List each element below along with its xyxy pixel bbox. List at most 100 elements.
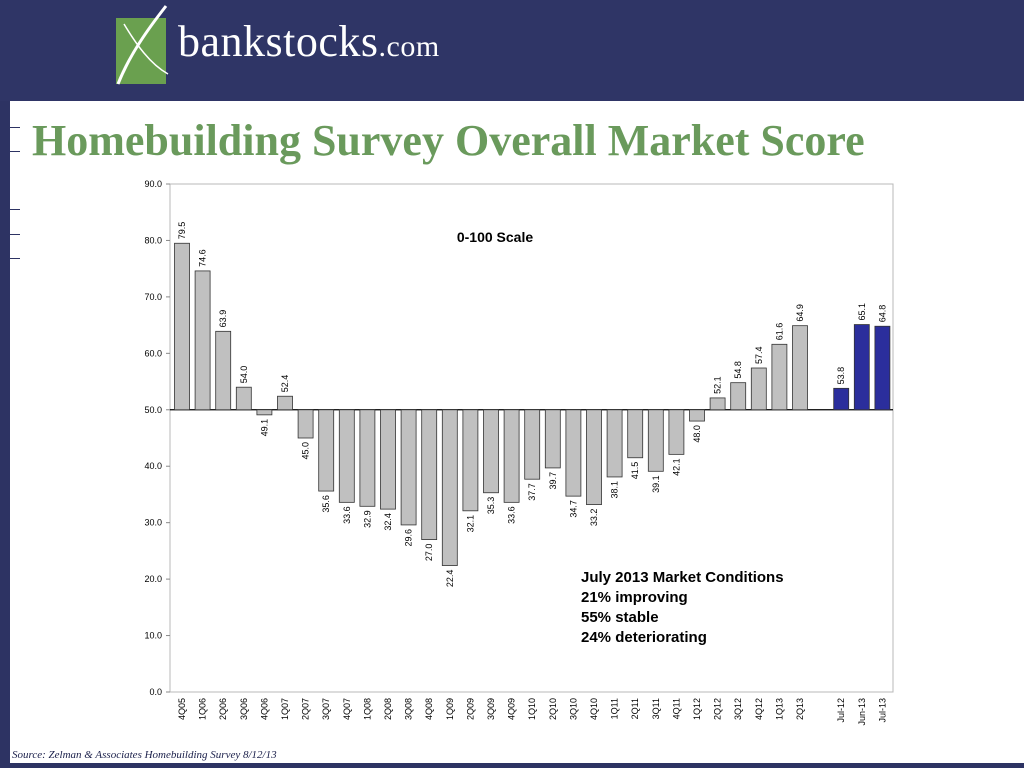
x-tick-label: 4Q08 bbox=[424, 698, 434, 720]
bar-value-label: 32.9 bbox=[362, 510, 372, 528]
bar bbox=[235, 386, 252, 411]
x-tick-label: 1Q13 bbox=[774, 698, 784, 720]
bar bbox=[338, 409, 355, 503]
bar-value-label: 22.4 bbox=[445, 570, 455, 588]
bar-value-label: 37.7 bbox=[527, 483, 537, 501]
page-title: Homebuilding Survey Overall Market Score bbox=[32, 116, 865, 165]
x-tick-label: 2Q12 bbox=[713, 698, 723, 720]
source-note: Source: Zelman & Associates Homebuilding… bbox=[12, 749, 277, 761]
x-tick-label: 4Q12 bbox=[754, 698, 764, 720]
y-tick-label: 90.0 bbox=[144, 179, 162, 189]
bar bbox=[627, 409, 644, 459]
bar bbox=[606, 409, 623, 478]
x-tick-label: 3Q11 bbox=[651, 698, 661, 719]
x-tick-label: 2Q09 bbox=[465, 698, 475, 720]
bar-value-label: 34.7 bbox=[568, 500, 578, 518]
bar-value-label: 35.3 bbox=[486, 497, 496, 515]
bar-value-label: 63.9 bbox=[218, 310, 228, 328]
y-tick-label: 60.0 bbox=[144, 348, 162, 358]
bar-value-label: 33.6 bbox=[342, 506, 352, 524]
bar bbox=[668, 409, 685, 455]
annotation-heading: July 2013 Market Conditions bbox=[581, 569, 784, 586]
bar bbox=[194, 270, 211, 411]
bar bbox=[730, 382, 747, 411]
y-tick-label: 50.0 bbox=[144, 405, 162, 415]
x-tick-label: 2Q13 bbox=[795, 698, 805, 720]
bar-value-label: 45.0 bbox=[301, 442, 311, 460]
bar-value-label: 74.6 bbox=[198, 249, 208, 267]
bar-value-label: 29.6 bbox=[404, 529, 414, 547]
x-tick-label: Jun-13 bbox=[857, 698, 867, 726]
bar bbox=[400, 409, 417, 526]
footer-bar bbox=[0, 763, 1024, 768]
bar-value-label: 61.6 bbox=[774, 323, 784, 341]
bar bbox=[853, 324, 870, 411]
bar-value-label: 64.8 bbox=[877, 305, 887, 323]
bar bbox=[421, 409, 438, 540]
bar-value-label: 32.4 bbox=[383, 513, 393, 531]
bar-value-label: 54.8 bbox=[733, 361, 743, 379]
x-tick-label: Jul-12 bbox=[836, 698, 846, 723]
bar bbox=[833, 387, 850, 411]
y-tick-label: 10.0 bbox=[144, 631, 162, 641]
bar-value-label: 42.1 bbox=[671, 458, 681, 476]
bar bbox=[792, 325, 808, 411]
x-tick-label: 2Q10 bbox=[548, 698, 558, 720]
x-tick-label: 3Q06 bbox=[239, 698, 249, 720]
bar bbox=[174, 242, 190, 411]
x-tick-label: 4Q11 bbox=[671, 698, 681, 719]
x-tick-label: 1Q06 bbox=[198, 698, 208, 720]
x-tick-label: 4Q07 bbox=[342, 698, 352, 720]
bar bbox=[380, 409, 396, 510]
bar bbox=[750, 367, 767, 411]
bar-value-label: 65.1 bbox=[857, 303, 867, 321]
bar-value-label: 27.0 bbox=[424, 544, 434, 562]
x-tick-label: 4Q05 bbox=[177, 698, 187, 720]
annotation-line-2: 55% stable bbox=[581, 609, 659, 626]
x-tick-label: 2Q07 bbox=[301, 698, 311, 720]
bar bbox=[256, 409, 273, 416]
bar-value-label: 41.5 bbox=[630, 462, 640, 480]
bar bbox=[524, 409, 541, 480]
x-tick-label: 3Q10 bbox=[568, 698, 578, 720]
bar bbox=[318, 409, 335, 492]
brand-suffix: .com bbox=[378, 30, 440, 63]
x-tick-label: Jul-13 bbox=[877, 698, 887, 723]
bar bbox=[503, 409, 520, 503]
y-tick-label: 80.0 bbox=[144, 235, 162, 245]
scale-label: 0-100 Scale bbox=[457, 229, 533, 245]
chart-bars bbox=[174, 242, 891, 566]
bar-value-label: 52.4 bbox=[280, 375, 290, 393]
bar-value-label: 39.1 bbox=[651, 475, 661, 493]
bar bbox=[359, 409, 376, 507]
bar-value-label: 48.0 bbox=[692, 425, 702, 443]
bar-value-label: 32.1 bbox=[465, 515, 475, 533]
bar bbox=[441, 409, 458, 566]
bar bbox=[462, 409, 479, 512]
x-tick-label: 1Q09 bbox=[445, 698, 455, 720]
y-tick-label: 30.0 bbox=[144, 518, 162, 528]
bar-value-label: 53.8 bbox=[836, 367, 846, 385]
x-tick-label: 2Q11 bbox=[630, 698, 640, 719]
x-tick-label: 2Q08 bbox=[383, 698, 393, 720]
bar-value-label: 49.1 bbox=[259, 419, 269, 437]
x-tick-label: 4Q10 bbox=[589, 698, 599, 720]
bar bbox=[771, 343, 788, 411]
x-tick-label: 3Q12 bbox=[733, 698, 743, 720]
annotation-line-3: 24% deteriorating bbox=[581, 629, 707, 646]
bar bbox=[277, 395, 293, 411]
x-tick-label: 1Q11 bbox=[610, 698, 620, 719]
bar bbox=[874, 325, 891, 411]
bar-value-label: 39.7 bbox=[548, 472, 558, 490]
x-tick-label: 4Q06 bbox=[259, 698, 269, 720]
y-tick-label: 70.0 bbox=[144, 292, 162, 302]
x-tick-label: 3Q07 bbox=[321, 698, 331, 720]
bar-value-label: 54.0 bbox=[239, 366, 249, 384]
bar bbox=[647, 409, 664, 472]
y-tick-label: 0.0 bbox=[149, 687, 162, 697]
bar bbox=[709, 397, 726, 411]
chart-labels: 79.5 4Q05 74.6 1Q06 63.9 2Q06 54.0 3Q06 49.1 4Q06… bbox=[177, 222, 887, 726]
left-edge-ticks bbox=[0, 101, 24, 301]
bar bbox=[565, 409, 582, 497]
